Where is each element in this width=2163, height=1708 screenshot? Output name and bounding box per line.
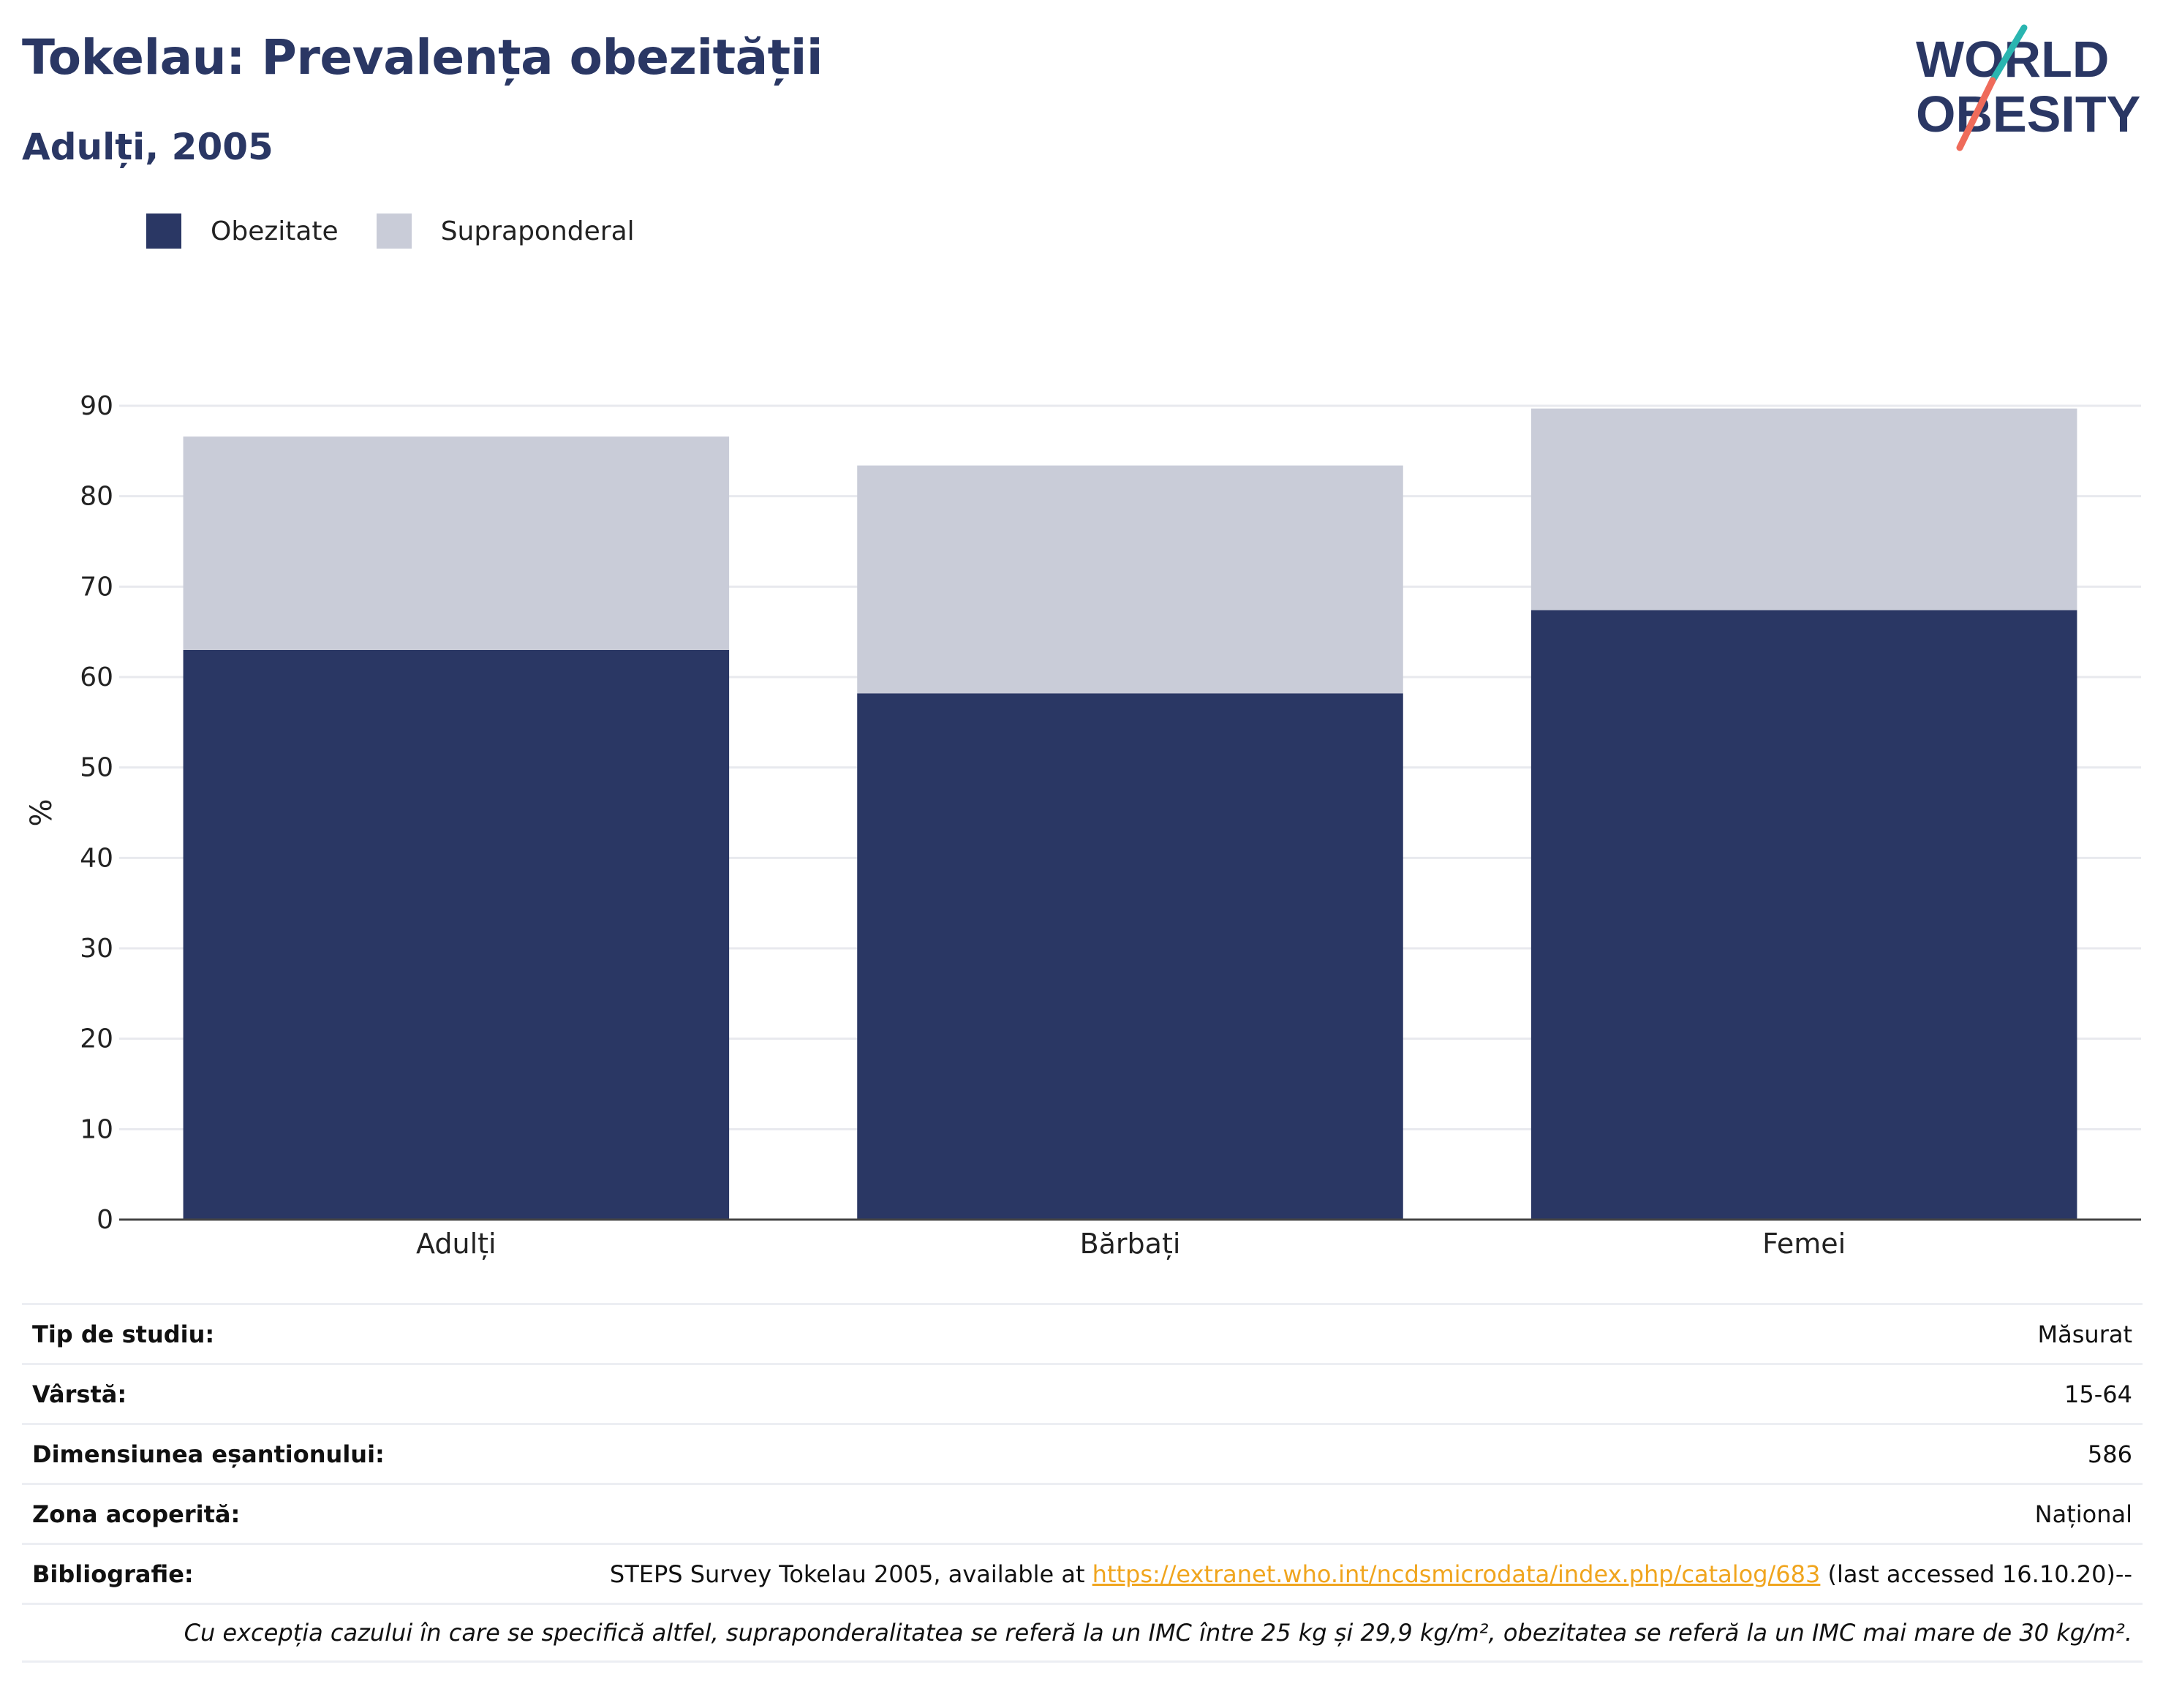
world-obesity-logo: WORLD OBESITY xyxy=(1916,24,2140,151)
logo-slash-coral xyxy=(1956,77,1996,151)
bar-supraponderal xyxy=(857,465,1403,694)
info-label: Vârstă: xyxy=(32,1380,127,1408)
legend-label-obezitate: Obezitate xyxy=(211,216,339,246)
bar-obezitate xyxy=(183,649,730,1220)
bibliography-prefix: STEPS Survey Tokelau 2005, available at xyxy=(609,1560,1092,1588)
chart-subtitle: Adulți, 2005 xyxy=(22,126,273,168)
logo-text-world: WORLD xyxy=(1916,31,2109,88)
chart-legend: Obezitate Supraponderal xyxy=(146,214,673,249)
info-row-study-type: Tip de studiu: Măsurat xyxy=(22,1303,2143,1363)
y-axis-label: % xyxy=(25,798,58,826)
y-tick-label: 90 xyxy=(80,391,113,421)
bibliography-link[interactable]: https://extranet.who.int/ncdsmicrodata/i… xyxy=(1092,1560,1821,1588)
legend-swatch-obezitate xyxy=(146,214,181,249)
y-tick-label: 70 xyxy=(80,572,113,602)
legend-item-supraponderal[interactable]: Supraponderal xyxy=(376,214,635,249)
info-value: 15-64 xyxy=(2064,1380,2132,1408)
logo-slash-teal xyxy=(1989,24,2028,84)
bar-supraponderal xyxy=(1530,408,2077,611)
info-value: Măsurat xyxy=(2037,1320,2132,1348)
legend-label-supraponderal: Supraponderal xyxy=(440,216,635,246)
info-value: 586 xyxy=(2087,1440,2132,1468)
y-tick-label: 30 xyxy=(80,934,113,964)
info-row-age: Vârstă: 15-64 xyxy=(22,1363,2143,1423)
x-tick-label: Bărbați xyxy=(1080,1228,1181,1260)
info-label: Dimensiunea eșantionului: xyxy=(32,1440,385,1468)
chart-title: Tokelau: Prevalența obezității xyxy=(22,29,823,86)
info-value: Național xyxy=(2034,1500,2132,1528)
bar-supraponderal xyxy=(183,437,730,650)
y-tick-label: 50 xyxy=(80,753,113,783)
info-row-sample-size: Dimensiunea eșantionului: 586 xyxy=(22,1423,2143,1483)
legend-swatch-supraponderal xyxy=(376,214,412,249)
y-tick-label: 20 xyxy=(80,1024,113,1054)
study-info-table: Tip de studiu: Măsurat Vârstă: 15-64 Dim… xyxy=(22,1303,2143,1663)
bibliography-suffix: (last accessed 16.10.20)-- xyxy=(1820,1560,2132,1588)
stacked-bar-chart: 0 10 20 30 40 50 60 70 80 90 Adulți Bărbați Femei% xyxy=(25,391,2141,1260)
x-tick-label: Femei xyxy=(1762,1228,1846,1260)
info-row-note: Cu excepția cazului în care se specifică… xyxy=(22,1603,2143,1663)
y-tick-label: 0 xyxy=(97,1205,113,1235)
bar-obezitate xyxy=(857,693,1403,1220)
definition-note: Cu excepția cazului în care se specifică… xyxy=(184,1619,2132,1647)
y-tick-label: 10 xyxy=(80,1114,113,1144)
legend-item-obezitate[interactable]: Obezitate xyxy=(146,214,339,249)
logo-text-obesity: OBESITY xyxy=(1916,86,2140,143)
y-tick-label: 80 xyxy=(80,482,113,512)
info-label: Tip de studiu: xyxy=(32,1320,215,1348)
info-label: Zona acoperită: xyxy=(32,1500,241,1528)
bar-obezitate xyxy=(1530,610,2077,1220)
bibliography-value: STEPS Survey Tokelau 2005, available at … xyxy=(610,1560,2132,1588)
y-tick-label: 40 xyxy=(80,843,113,873)
info-row-coverage: Zona acoperită: Național xyxy=(22,1483,2143,1543)
y-tick-label: 60 xyxy=(80,662,113,692)
info-label: Bibliografie: xyxy=(32,1560,194,1588)
info-row-bibliography: Bibliografie: STEPS Survey Tokelau 2005,… xyxy=(22,1543,2143,1603)
x-tick-label: Adulți xyxy=(416,1228,497,1260)
